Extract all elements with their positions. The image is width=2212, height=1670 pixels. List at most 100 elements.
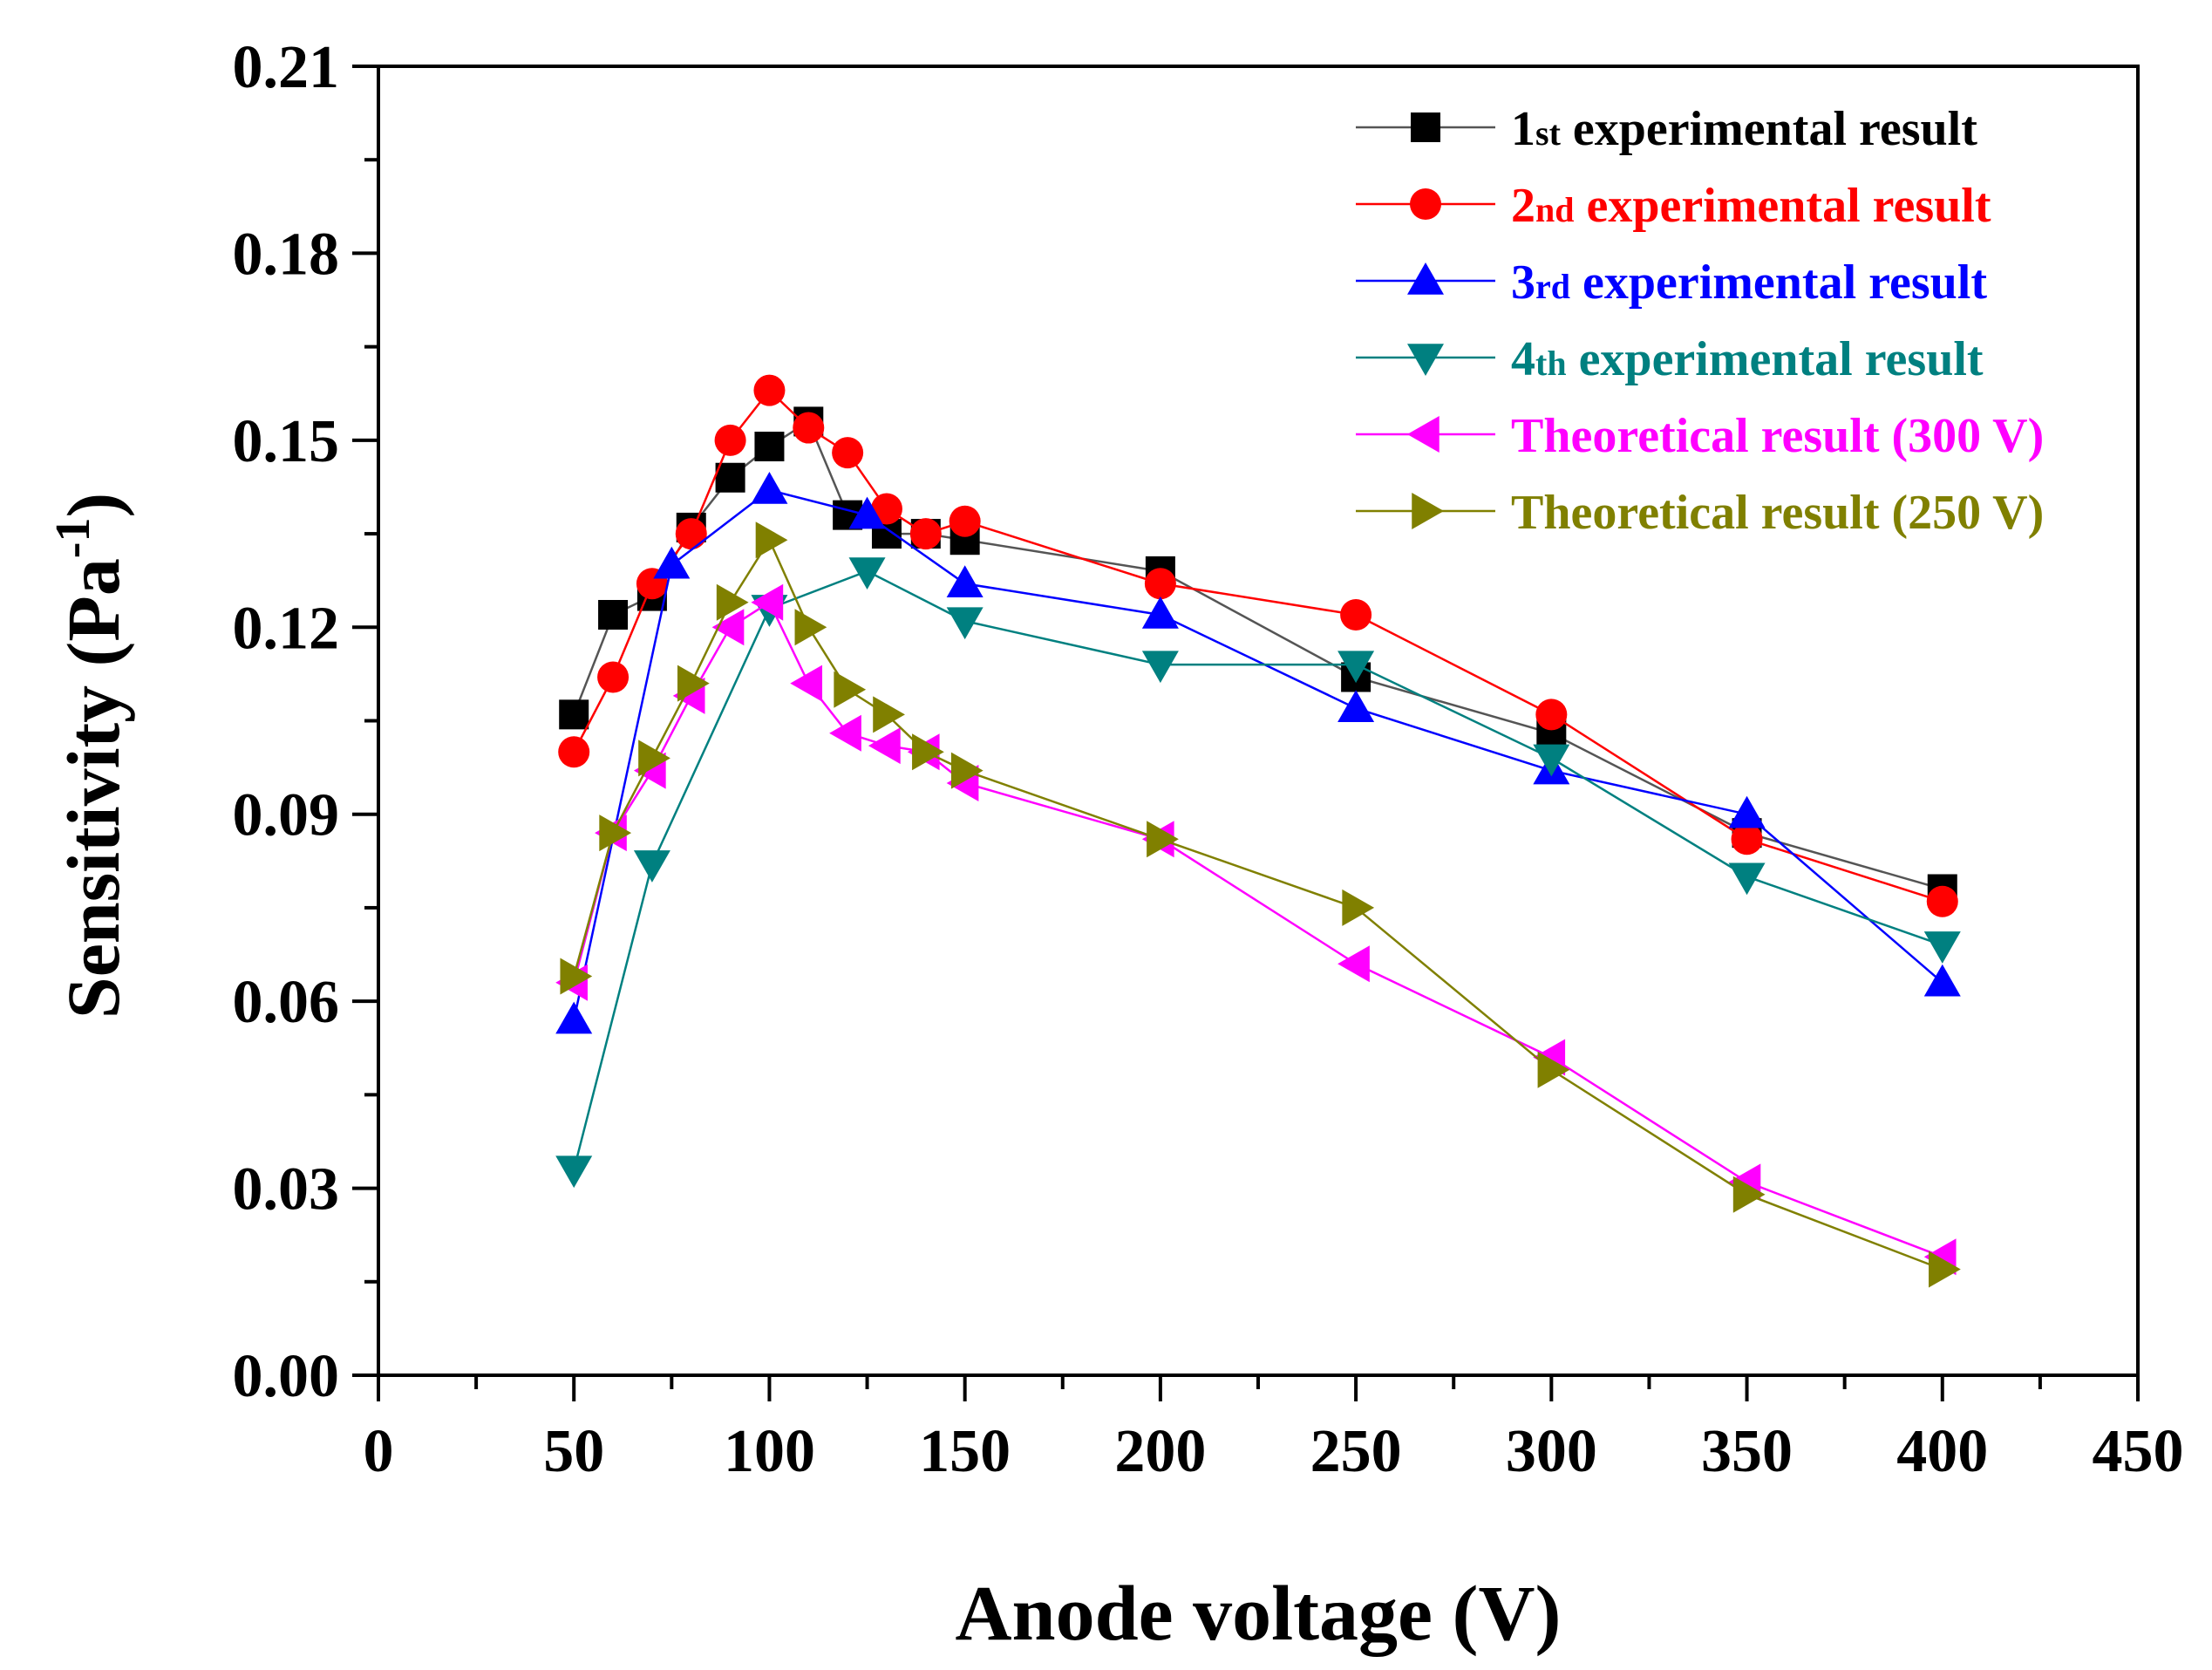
data-point-triangle-down — [1923, 931, 1961, 964]
data-point-triangle-down — [946, 607, 983, 640]
data-point-circle — [597, 661, 630, 693]
legend-label-ordinal: st — [1535, 113, 1562, 153]
data-point-circle — [1731, 823, 1763, 855]
legend-label: 3rd experimental result — [1511, 256, 1987, 310]
data-point-triangle-up — [848, 496, 886, 529]
data-point-triangle-left — [1407, 416, 1440, 453]
legend-item: 1st experimental result — [1356, 102, 1977, 156]
y-axis-label-superscript: -1 — [46, 518, 100, 559]
data-point-circle — [1926, 885, 1958, 917]
data-point-square — [754, 432, 785, 462]
data-point-triangle-right — [1929, 1251, 1961, 1288]
data-point-triangle-right — [950, 752, 983, 789]
x-tick-label: 450 — [2093, 1418, 2184, 1485]
legend-label-ordinal: th — [1535, 344, 1567, 383]
x-tick-label: 0 — [364, 1418, 394, 1485]
legend-label-rest: experimental result — [1570, 256, 1987, 310]
data-point-triangle-right — [599, 815, 632, 852]
data-point-triangle-up — [1141, 596, 1179, 629]
y-axis-label-main: Sensitivity (Pa — [51, 558, 135, 1019]
data-point-circle — [1144, 568, 1176, 600]
data-point-triangle-left — [868, 727, 901, 765]
data-point-circle — [1340, 598, 1372, 631]
legend-label-rest: experimental result — [1575, 179, 1991, 233]
data-point-circle — [949, 505, 981, 537]
legend-label-ordinal: nd — [1535, 190, 1575, 229]
data-point-triangle-right — [1732, 1176, 1766, 1213]
y-tick-label: 0.09 — [233, 782, 340, 849]
data-point-triangle-down — [848, 557, 886, 590]
data-point-triangle-right — [834, 671, 867, 708]
data-point-triangle-up — [1728, 795, 1766, 828]
tick-labels: 0 50 100 150 200 250 300 350 400 450 0.00 0.03 0.06 0… — [233, 34, 2184, 1485]
data-point-circle — [558, 736, 590, 768]
data-point-triangle-left — [711, 609, 745, 646]
legend-label-text: 1 — [1511, 102, 1535, 156]
legend-label: Theoretical result (250 V) — [1511, 486, 2044, 540]
legend-label-rest: experimental result — [1567, 332, 1984, 386]
data-point-triangle-down — [1337, 651, 1375, 684]
data-point-square — [559, 699, 589, 730]
y-tick-label: 0.03 — [233, 1156, 340, 1224]
y-tick-label: 0.18 — [233, 221, 340, 288]
data-point-triangle-right — [1537, 1051, 1570, 1088]
axis-ticks — [352, 65, 2140, 1401]
data-point-triangle-right — [1412, 493, 1444, 529]
data-point-triangle-down — [1728, 862, 1766, 896]
legend-label-rest: experimental result — [1561, 102, 1977, 156]
x-tick-label: 150 — [919, 1418, 1011, 1485]
y-tick-label: 0.21 — [233, 34, 340, 101]
legend-label: Theoretical result (300 V) — [1511, 409, 2044, 463]
data-point-triangle-down — [555, 1155, 593, 1189]
data-point-triangle-right — [794, 609, 827, 646]
data-point-triangle-down — [1141, 651, 1179, 684]
legend-item: 4th experimental result — [1356, 332, 1984, 386]
series-line — [573, 600, 1943, 1258]
legend-label-text: 2 — [1511, 179, 1535, 233]
data-point-triangle-right — [716, 583, 749, 621]
legend-item: Theoretical result (300 V) — [1356, 409, 2044, 463]
series-4 — [555, 557, 1961, 1189]
data-point-square — [715, 462, 745, 493]
data-point-triangle-up — [1337, 690, 1375, 722]
y-tick-label: 0.15 — [233, 408, 340, 475]
data-point-triangle-right — [1147, 821, 1179, 858]
x-tick-label: 350 — [1701, 1418, 1793, 1485]
data-point-circle — [793, 412, 825, 444]
legend-label-text: 4 — [1511, 332, 1535, 386]
data-point-triangle-right — [755, 521, 788, 559]
y-axis-label-close: ) — [51, 493, 135, 518]
series-layer — [555, 374, 1961, 1288]
data-point-triangle-right — [560, 958, 593, 995]
y-axis-label: Sensitivity (Pa-1) — [46, 493, 135, 1019]
data-point-square — [598, 599, 629, 630]
data-point-triangle-left — [790, 665, 823, 702]
series-line — [573, 569, 1943, 1170]
legend-label-text: Theoretical result (300 V) — [1511, 409, 2044, 463]
legend-item: 2nd experimental result — [1356, 179, 1991, 233]
data-point-triangle-up — [653, 546, 691, 579]
y-tick-label: 0.00 — [233, 1343, 340, 1410]
x-tick-label: 100 — [724, 1418, 815, 1485]
data-point-triangle-up — [555, 1001, 593, 1034]
x-axis-label: Anode voltage (V) — [956, 1571, 1562, 1657]
legend-label-ordinal: rd — [1535, 267, 1570, 306]
y-tick-label: 0.12 — [233, 595, 340, 662]
data-point-triangle-left — [1337, 945, 1370, 983]
legend-label-text: 3 — [1511, 256, 1535, 310]
data-point-circle — [753, 374, 786, 406]
legend-item: 3rd experimental result — [1356, 256, 1987, 310]
legend-label: 2nd experimental result — [1511, 179, 1991, 233]
series-line — [573, 537, 1943, 1271]
legend-item: Theoretical result (250 V) — [1356, 486, 2044, 540]
data-point-triangle-up — [1923, 964, 1961, 997]
data-point-triangle-up — [751, 472, 788, 504]
legend-label-text: Theoretical result (250 V) — [1511, 486, 2044, 540]
x-tick-label: 200 — [1114, 1418, 1206, 1485]
data-point-triangle-down — [1407, 344, 1444, 376]
data-point-circle — [870, 493, 902, 525]
series-2 — [558, 374, 1958, 917]
data-point-triangle-up — [1407, 262, 1444, 295]
